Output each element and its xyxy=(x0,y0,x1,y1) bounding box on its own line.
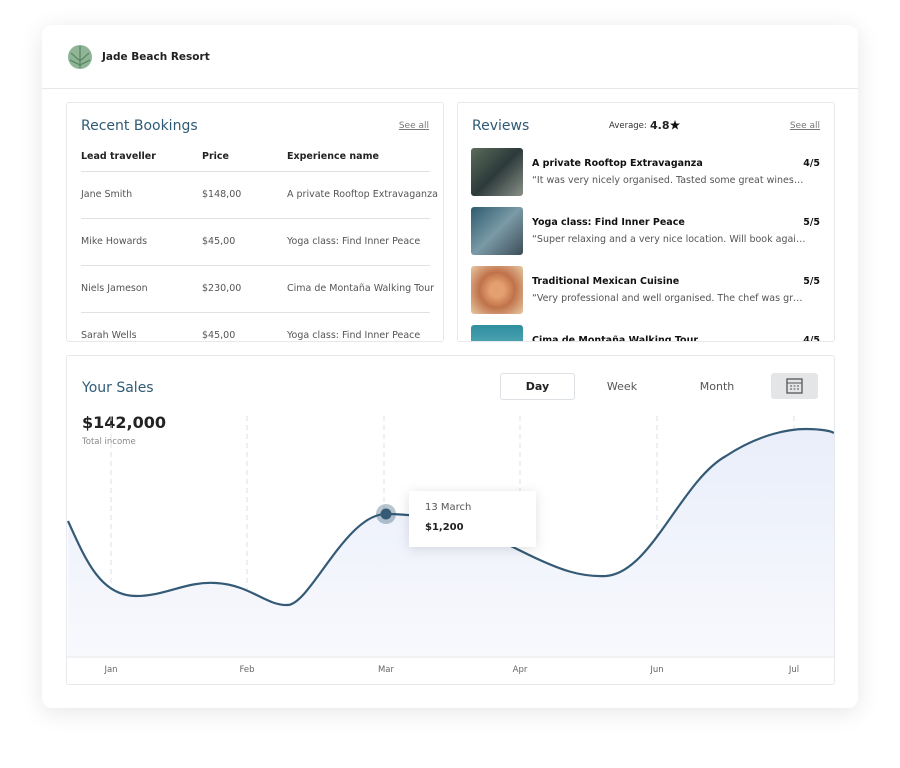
table-cell: $230,00 xyxy=(202,283,242,294)
review-image xyxy=(471,207,523,255)
row-divider xyxy=(81,265,430,266)
review-text: “Very professional and well organised. T… xyxy=(532,293,803,304)
reviews-panel: Reviews Average: 4.8 See all A private R… xyxy=(457,102,835,342)
column-header: Experience name xyxy=(287,151,379,162)
table-cell: Sarah Wells xyxy=(81,330,137,341)
table-cell: Niels Jameson xyxy=(81,283,148,294)
tab-day[interactable]: Day xyxy=(500,373,575,400)
table-cell: Cima de Montaña Walking Tour xyxy=(287,283,435,294)
panel-title: Recent Bookings xyxy=(81,118,198,134)
month-label: Jan xyxy=(104,665,118,675)
total-label: Total income xyxy=(82,437,136,447)
sales-panel: Your Sales Day Week Month $142,000 Total… xyxy=(66,355,835,685)
table-cell: $148,00 xyxy=(202,189,242,200)
review-image xyxy=(471,325,523,341)
tooltip-value: $1,200 xyxy=(425,522,464,533)
table-cell: $45,00 xyxy=(202,330,236,341)
row-divider xyxy=(81,218,430,219)
review-title: Cima de Montaña Walking Tour xyxy=(532,335,699,342)
review-rating: 4/5 xyxy=(803,335,820,342)
table-cell: $45,00 xyxy=(202,236,236,247)
table-cell: Jane Smith xyxy=(81,189,133,200)
panel-title: Reviews xyxy=(472,118,530,134)
table-cell: Mike Howards xyxy=(81,236,148,247)
review-image xyxy=(471,148,523,196)
resort-name: Jade Beach Resort xyxy=(102,51,210,63)
review-text: “It was very nicely organised. Tasted so… xyxy=(532,175,804,186)
table-cell: Yoga class: Find Inner Peace xyxy=(287,236,421,247)
review-rating: 5/5 xyxy=(803,276,820,287)
total-income: $142,000 xyxy=(82,413,167,432)
table-cell: Yoga class: Find Inner Peace xyxy=(287,330,421,341)
average-label: Average: xyxy=(609,121,647,131)
sales-chart xyxy=(67,416,834,658)
calendar-button[interactable] xyxy=(771,373,818,399)
month-label: Mar xyxy=(377,665,395,675)
month-label: Jun xyxy=(650,665,664,675)
table-cell: A private Rooftop Extravaganza xyxy=(287,189,438,200)
divider xyxy=(42,88,858,89)
review-title: A private Rooftop Extravaganza xyxy=(532,158,703,169)
month-label: Feb xyxy=(239,665,255,675)
review-rating: 5/5 xyxy=(803,217,820,228)
tab-week[interactable]: Week xyxy=(606,380,638,393)
column-header: Lead traveller xyxy=(81,151,156,162)
review-title: Traditional Mexican Cuisine xyxy=(532,276,680,287)
month-label: Jul xyxy=(788,665,800,675)
logo xyxy=(68,45,92,69)
see-all-link[interactable]: See all xyxy=(398,121,429,131)
month-label: Apr xyxy=(512,665,528,675)
panel-title: Your Sales xyxy=(82,380,154,396)
bookings-panel: Recent Bookings See all Lead traveller P… xyxy=(66,102,444,342)
row-divider xyxy=(81,312,430,313)
review-rating: 4/5 xyxy=(803,158,820,169)
column-header: Price xyxy=(202,151,229,162)
row-divider xyxy=(81,171,430,172)
star-icon xyxy=(670,120,680,130)
review-title: Yoga class: Find Inner Peace xyxy=(532,217,685,228)
tab-month[interactable]: Month xyxy=(699,380,735,393)
review-text: “Super relaxing and a very nice location… xyxy=(532,234,806,245)
see-all-link[interactable]: See all xyxy=(789,121,820,131)
review-image xyxy=(471,266,523,314)
average-rating: 4.8 xyxy=(650,119,670,132)
tooltip-date: 13 March xyxy=(425,502,472,513)
